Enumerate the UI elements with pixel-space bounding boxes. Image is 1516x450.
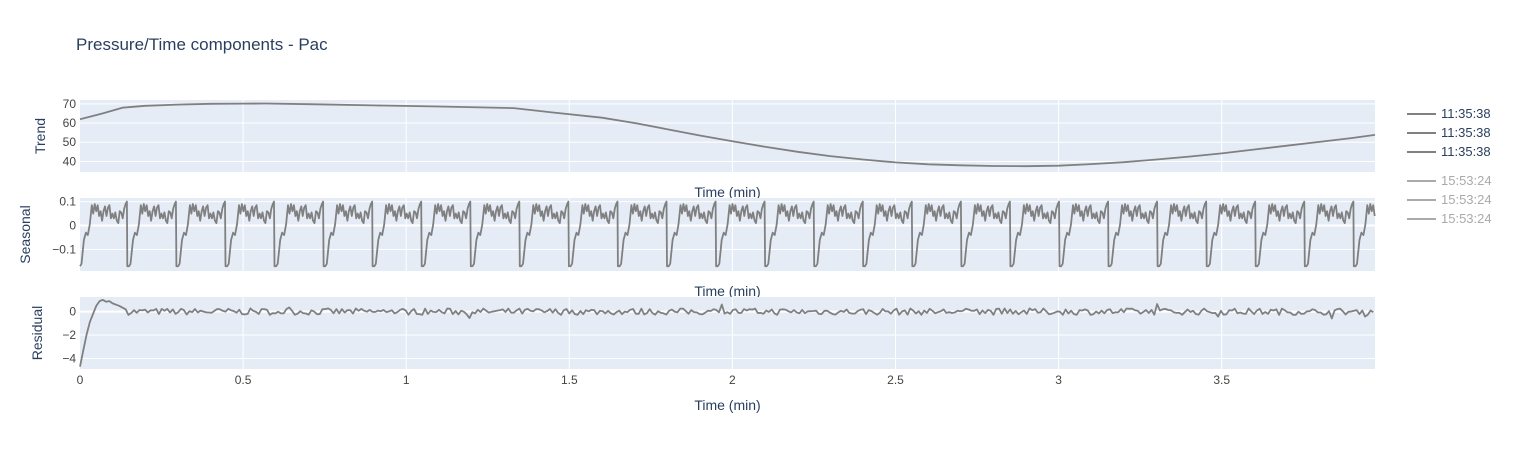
y-tick-label: 0 — [69, 305, 76, 319]
legend-item[interactable]: 15:53:24 — [1407, 192, 1492, 207]
legend-item[interactable]: 11:35:38 — [1407, 125, 1491, 140]
x-axis-ticks: 0 0.5 1 1.5 2 2.5 3 3.5 — [77, 373, 1231, 387]
legend-label: 15:53:24 — [1441, 211, 1492, 226]
y-tick-label: −0.1 — [52, 242, 76, 256]
plot-background-seasonal — [80, 198, 1375, 271]
y-axis-title-trend: Trend — [32, 118, 48, 154]
y-tick-label: −4 — [62, 351, 76, 365]
x-axis-title-trend: Time (min) — [694, 184, 760, 200]
y-tick-label: 60 — [63, 116, 77, 130]
y-axis-title-residual: Residual — [29, 306, 45, 360]
legend[interactable]: 11:35:38 11:35:38 11:35:38 15:53:24 15:53:24… — [1407, 106, 1492, 226]
chart-title: Pressure/Time components - Pac — [76, 35, 328, 54]
x-tick-label: 1 — [403, 373, 410, 387]
x-axis-title-residual: Time (min) — [694, 397, 760, 413]
legend-label: 11:35:38 — [1441, 125, 1491, 140]
x-tick-label: 3 — [1055, 373, 1062, 387]
legend-label: 15:53:24 — [1441, 173, 1492, 188]
x-tick-label: 0 — [77, 373, 84, 387]
legend-label: 11:35:38 — [1441, 106, 1491, 121]
x-tick-label: 1.5 — [561, 373, 578, 387]
x-tick-label: 2.5 — [887, 373, 904, 387]
panel-residual: −4 −2 0 Residual Time (min) — [29, 297, 1375, 413]
y-tick-label: −2 — [62, 328, 76, 342]
x-tick-label: 3.5 — [1213, 373, 1230, 387]
y-tick-label: 0.1 — [59, 195, 76, 209]
x-tick-label: 2 — [729, 373, 736, 387]
panel-seasonal: −0.1 0 0.1 Seasonal Time (min) — [17, 195, 1376, 299]
series-line-seasonal — [79, 200, 1376, 268]
y-tick-label: 70 — [63, 97, 77, 111]
x-axis-title-seasonal: Time (min) — [694, 283, 760, 299]
x-tick-label: 0.5 — [235, 373, 252, 387]
legend-item[interactable]: 11:35:38 — [1407, 106, 1491, 121]
series-line-trend — [79, 102, 1376, 168]
legend-item[interactable]: 15:53:24 — [1407, 173, 1492, 188]
legend-item[interactable]: 15:53:24 — [1407, 211, 1492, 226]
y-tick-label: 50 — [63, 135, 77, 149]
y-axis-title-seasonal: Seasonal — [17, 205, 33, 263]
legend-label: 15:53:24 — [1441, 192, 1492, 207]
legend-label: 11:35:38 — [1441, 144, 1491, 159]
y-tick-label: 0 — [69, 219, 76, 233]
y-tick-label: 40 — [63, 154, 77, 168]
series-line-residual — [79, 299, 1374, 367]
chart-panels: 40 50 60 70 Trend Time (min) −0.1 0 0.1 Seasonal T… — [17, 97, 1376, 413]
legend-item[interactable]: 11:35:38 — [1407, 144, 1491, 159]
panel-trend: 40 50 60 70 Trend Time (min) — [32, 97, 1376, 200]
